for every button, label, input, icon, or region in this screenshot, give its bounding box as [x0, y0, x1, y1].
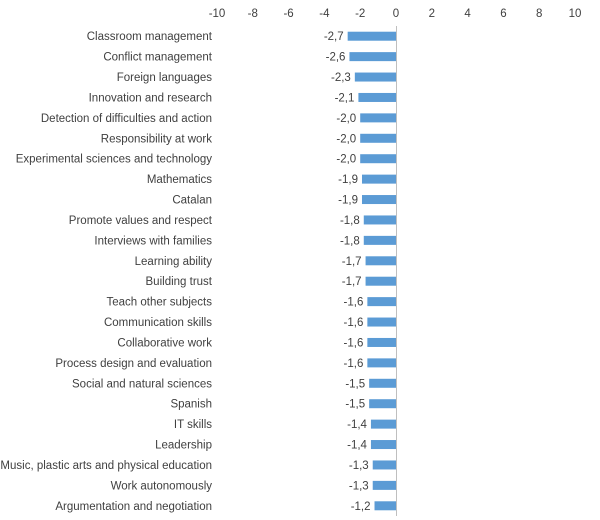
- category-label: Detection of difficulties and action: [41, 113, 212, 125]
- category-label: IT skills: [174, 419, 212, 431]
- category-label: Foreign languages: [117, 72, 213, 84]
- data-label: -1,4: [347, 440, 367, 452]
- bar: [367, 297, 396, 307]
- bar: [363, 235, 396, 245]
- data-label: -2,0: [336, 154, 356, 166]
- x-tick-label: 2: [429, 8, 435, 20]
- category-label: Process design and evaluation: [55, 358, 212, 370]
- x-tick-label: 8: [536, 8, 542, 20]
- data-label: -2,3: [331, 72, 351, 84]
- bar: [372, 480, 396, 490]
- x-tick-label: 10: [569, 8, 582, 20]
- category-label: Catalan: [172, 195, 212, 207]
- x-tick-label: 4: [464, 8, 471, 20]
- bar: [367, 358, 396, 368]
- x-tick-label: 6: [500, 8, 506, 20]
- category-label: Experimental sciences and technology: [16, 154, 213, 166]
- category-label: Classroom management: [87, 31, 213, 43]
- data-label: -2,7: [324, 31, 344, 43]
- data-label: -1,3: [349, 460, 369, 472]
- x-tick-label: 0: [393, 8, 399, 20]
- bar: [358, 92, 396, 102]
- data-label: -1,6: [344, 297, 364, 309]
- data-label: -1,6: [344, 317, 364, 329]
- category-label: Teach other subjects: [107, 297, 213, 309]
- data-label: -1,3: [349, 480, 369, 492]
- bar: [360, 154, 396, 164]
- data-label: -2,0: [336, 113, 356, 125]
- category-label: Building trust: [146, 276, 213, 288]
- x-axis-ticks: -10 -8 -6 -4 -2 0 2 4 6 8 10: [209, 8, 582, 20]
- data-label: -1,4: [347, 419, 367, 431]
- category-label: Mathematics: [147, 174, 212, 186]
- data-label: -1,7: [342, 276, 362, 288]
- bar: [354, 72, 396, 82]
- data-label: -2,6: [326, 52, 346, 64]
- category-label: Promote values and respect: [69, 215, 213, 227]
- category-label: Innovation and research: [89, 92, 212, 104]
- data-label: -1,5: [345, 378, 365, 390]
- category-label: Conflict management: [103, 52, 212, 64]
- bar: [369, 399, 396, 409]
- bar: [347, 31, 396, 41]
- bar: [361, 195, 396, 205]
- data-label: -2,0: [336, 133, 356, 145]
- category-label: Communication skills: [104, 317, 212, 329]
- x-tick-label: -10: [209, 8, 226, 20]
- bar: [374, 501, 396, 511]
- chart-rows: Classroom management -2,7 Conflict managem…: [0, 31, 396, 513]
- bar: [369, 378, 396, 388]
- data-label: -1,9: [338, 195, 358, 207]
- x-tick-label: -8: [248, 8, 258, 20]
- category-label: Interviews with families: [94, 235, 212, 247]
- category-label: Work autonomously: [111, 480, 213, 492]
- data-label: -1,6: [344, 358, 364, 370]
- category-label: Music, plastic arts and physical educati…: [0, 460, 212, 472]
- data-label: -1,6: [344, 337, 364, 349]
- bar: [365, 276, 396, 286]
- bar: [361, 174, 396, 184]
- x-tick-label: -2: [355, 8, 365, 20]
- data-label: -1,5: [345, 399, 365, 411]
- bar: [360, 113, 396, 123]
- category-label: Spanish: [170, 399, 212, 411]
- data-label: -1,7: [342, 256, 362, 268]
- bar: [367, 337, 396, 347]
- category-label: Learning ability: [135, 256, 213, 268]
- category-label: Argumentation and negotiation: [55, 501, 212, 513]
- data-label: -1,8: [340, 215, 360, 227]
- bar: [370, 440, 396, 450]
- bar: [372, 460, 396, 470]
- category-label: Leadership: [155, 440, 212, 452]
- data-label: -1,2: [351, 501, 371, 513]
- category-label: Social and natural sciences: [72, 378, 212, 390]
- category-label: Responsibility at work: [101, 133, 212, 145]
- x-tick-label: -4: [319, 8, 330, 20]
- data-label: -2,1: [335, 92, 355, 104]
- bar: [360, 133, 396, 143]
- data-label: -1,9: [338, 174, 358, 186]
- category-label: Collaborative work: [117, 337, 212, 349]
- data-label: -1,8: [340, 235, 360, 247]
- bar: [349, 52, 396, 62]
- bar: [363, 215, 396, 225]
- x-tick-label: -6: [283, 8, 293, 20]
- bar: [370, 419, 396, 429]
- bar: [365, 256, 396, 266]
- bar: [367, 317, 396, 327]
